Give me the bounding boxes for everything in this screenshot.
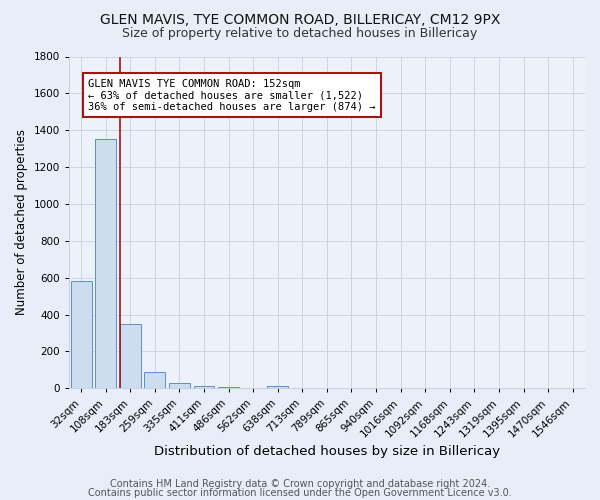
Text: GLEN MAVIS TYE COMMON ROAD: 152sqm
← 63% of detached houses are smaller (1,522)
: GLEN MAVIS TYE COMMON ROAD: 152sqm ← 63%… — [88, 78, 376, 112]
Text: GLEN MAVIS, TYE COMMON ROAD, BILLERICAY, CM12 9PX: GLEN MAVIS, TYE COMMON ROAD, BILLERICAY,… — [100, 12, 500, 26]
Text: Contains public sector information licensed under the Open Government Licence v3: Contains public sector information licen… — [88, 488, 512, 498]
Text: Size of property relative to detached houses in Billericay: Size of property relative to detached ho… — [122, 28, 478, 40]
Text: Contains HM Land Registry data © Crown copyright and database right 2024.: Contains HM Land Registry data © Crown c… — [110, 479, 490, 489]
Bar — [194, 386, 214, 388]
Bar — [268, 386, 288, 388]
Bar — [71, 282, 92, 389]
Bar — [218, 387, 239, 388]
Bar — [120, 324, 141, 388]
Bar — [145, 372, 166, 388]
X-axis label: Distribution of detached houses by size in Billericay: Distribution of detached houses by size … — [154, 444, 500, 458]
Bar — [95, 140, 116, 388]
Bar — [169, 383, 190, 388]
Y-axis label: Number of detached properties: Number of detached properties — [15, 130, 28, 316]
